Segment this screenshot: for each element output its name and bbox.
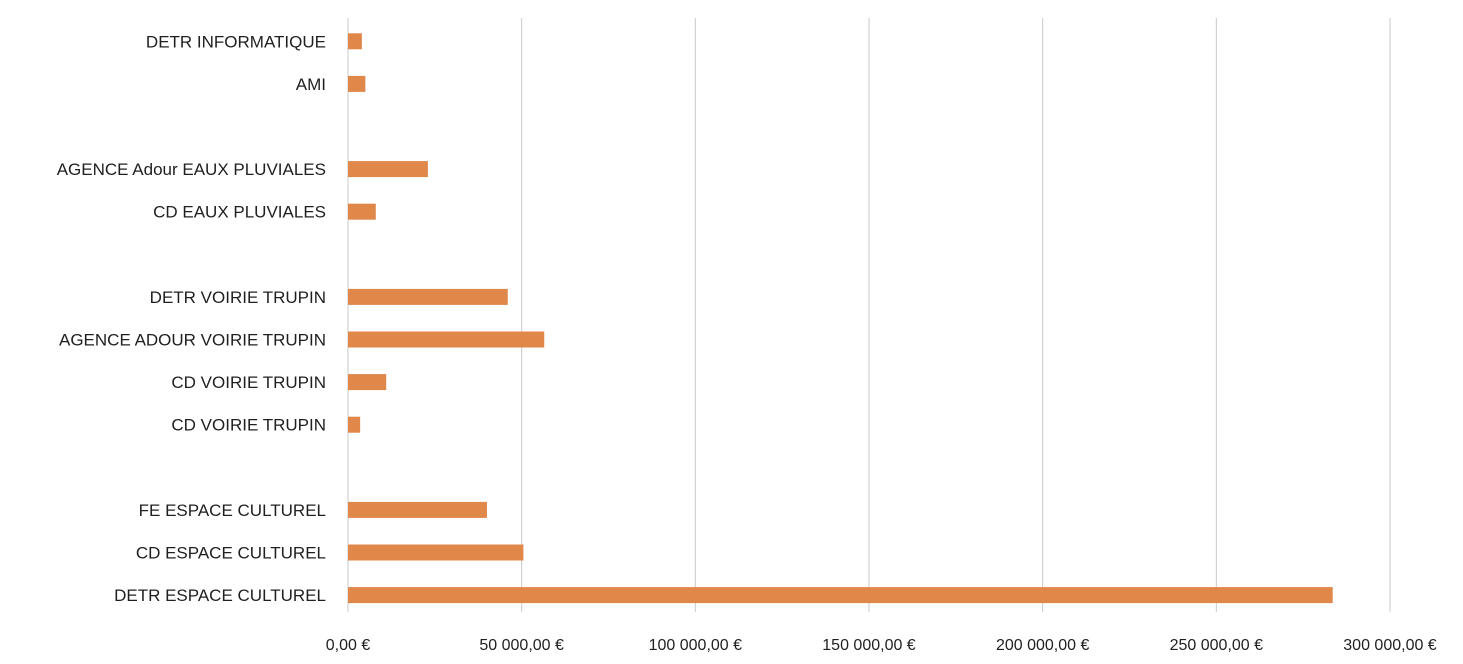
bar [348, 587, 1333, 604]
category-label: AMI [296, 75, 326, 94]
category-label: CD EAUX PLUVIALES [153, 203, 326, 222]
category-label: CD VOIRIE TRUPIN [171, 373, 326, 392]
x-tick-label: 300 000,00 € [1343, 637, 1437, 654]
bar [348, 544, 524, 561]
bar [348, 203, 376, 220]
category-label: FE ESPACE CULTUREL [139, 501, 326, 520]
category-label: AGENCE Adour EAUX PLUVIALES [57, 160, 326, 179]
x-tick-label: 250 000,00 € [1170, 637, 1264, 654]
x-tick-label: 100 000,00 € [649, 637, 743, 654]
bar [348, 501, 487, 518]
category-label: DETR ESPACE CULTUREL [114, 586, 326, 605]
category-label: AGENCE ADOUR VOIRIE TRUPIN [59, 331, 326, 350]
bar [348, 374, 387, 391]
x-tick-label: 150 000,00 € [822, 637, 916, 654]
bar [348, 288, 508, 305]
category-label: CD ESPACE CULTUREL [136, 544, 326, 563]
bar [348, 416, 361, 433]
x-tick-label: 50 000,00 € [479, 637, 564, 654]
category-label: CD VOIRIE TRUPIN [171, 416, 326, 435]
bar [348, 33, 362, 50]
x-tick-label: 200 000,00 € [996, 637, 1090, 654]
category-label: DETR INFORMATIQUE [146, 32, 326, 51]
x-tick-label: 0,00 € [326, 637, 371, 654]
bar [348, 331, 545, 348]
bar [348, 161, 428, 178]
category-label: DETR VOIRIE TRUPIN [150, 288, 326, 307]
bar [348, 75, 366, 92]
